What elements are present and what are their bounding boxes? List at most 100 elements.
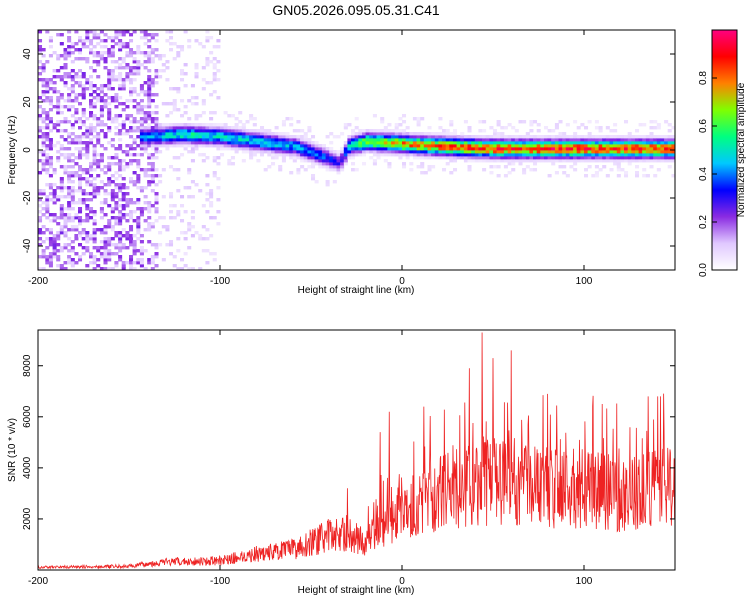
spectrogram-cell [278, 147, 283, 151]
spectrogram-cell [132, 246, 137, 250]
spectrogram-cell [383, 144, 388, 148]
spectrogram-cell [234, 123, 239, 127]
spectrogram-cell [96, 249, 101, 253]
spectrogram-cell [209, 216, 214, 220]
spectrogram-cell [41, 117, 46, 121]
spectrogram-cell [307, 153, 312, 157]
spectrogram-cell [187, 195, 192, 199]
spectrogram-cell [125, 162, 130, 166]
spectrogram-cell [496, 120, 501, 124]
spectrogram-cell [274, 153, 279, 157]
spectrogram-cell [38, 219, 43, 223]
spectrogram-cell [562, 171, 567, 175]
spectrogram-cell [405, 135, 410, 139]
spectrogram-cell [132, 51, 137, 55]
spectrogram-cell [289, 147, 294, 151]
spectrogram-cell [38, 114, 43, 118]
spectrogram-cell [252, 129, 257, 133]
spectrogram-cell [121, 33, 126, 37]
spectrogram-cell [70, 228, 75, 232]
spectrogram-cell [311, 150, 316, 154]
spectrogram-cell [551, 144, 556, 148]
spectrogram-cell [635, 141, 640, 145]
spectrogram-cell [56, 99, 61, 103]
spectrogram-cell [332, 168, 337, 172]
spectrogram-cell [613, 156, 618, 160]
snr-ylabel: SNR (10 * v/v) [7, 418, 18, 482]
spectrogram-cell [267, 165, 272, 169]
spectrogram-cell [616, 153, 621, 157]
spectrogram-cell [48, 138, 53, 142]
spectrogram-cell [453, 153, 458, 157]
spectrogram-cell [121, 168, 126, 172]
spectrogram-cell [660, 150, 665, 154]
spectrogram-cell [172, 123, 177, 127]
spectrogram-cell [613, 144, 618, 148]
spectrogram-cell [292, 159, 297, 163]
spectrogram-cell [620, 150, 625, 154]
spectrogram-cell [649, 150, 654, 154]
spectrogram-cell [500, 153, 505, 157]
spectrogram-cell [103, 51, 108, 55]
spectrogram-cell [216, 123, 221, 127]
spectrogram-cell [114, 186, 119, 190]
spectrogram-cell [500, 156, 505, 160]
spectrogram-cell [38, 159, 43, 163]
spectrogram-cell [380, 120, 385, 124]
spectrogram-cell [544, 153, 549, 157]
spectrogram-cell [445, 129, 450, 133]
spectrogram-cell [150, 126, 155, 130]
spectrogram-cell [59, 267, 64, 270]
spectrogram-cell [212, 174, 217, 178]
spectrogram-cell [136, 60, 141, 64]
spectrogram-cell [194, 183, 199, 187]
spectrogram-cell [78, 102, 83, 106]
spectrogram-cell [252, 153, 257, 157]
spectrogram-cell [147, 141, 152, 145]
spectrogram-cell [85, 132, 90, 136]
spectrogram-cell [423, 153, 428, 157]
spectrogram-cell [507, 135, 512, 139]
spectrogram-cell [354, 132, 359, 136]
spectrogram-cell [118, 246, 123, 250]
spectrogram-cell [576, 147, 581, 151]
spectrogram-cell [92, 240, 97, 244]
spectrogram-cell [45, 258, 50, 262]
spectrogram-cell [176, 213, 181, 217]
spectrogram-cell [89, 66, 94, 70]
spectrogram-cell [602, 135, 607, 139]
spectrogram-cell [114, 216, 119, 220]
spectrogram-cell [198, 132, 203, 136]
spectrogram-cell [511, 135, 516, 139]
spectrogram-cell [205, 228, 210, 232]
spectrogram-cell [300, 150, 305, 154]
spectrogram-cell [45, 99, 50, 103]
spectrogram-cell [48, 156, 53, 160]
spectrogram-cell [503, 138, 508, 142]
spectrogram-cell [78, 117, 83, 121]
spectrogram-cell [143, 93, 148, 97]
spectrogram-cell [63, 81, 68, 85]
spectrogram-cell [78, 156, 83, 160]
spectrogram-cell [438, 150, 443, 154]
spectrogram-cell [525, 153, 530, 157]
spectrogram-cell [347, 153, 352, 157]
spectrogram-cell [85, 33, 90, 37]
spectrogram-cell [547, 135, 552, 139]
spectrogram-cell [602, 156, 607, 160]
spectrogram-cell [362, 147, 367, 151]
spectrogram-cell [653, 141, 658, 145]
spectrogram-cell [118, 66, 123, 70]
spectrogram-cell [172, 108, 177, 112]
spectrogram-cell [121, 132, 126, 136]
spectrogram-cell [81, 135, 86, 139]
spectrogram-cell [150, 84, 155, 88]
spectrogram-cell [649, 147, 654, 151]
spectrogram-cell [522, 171, 527, 175]
spectrogram-cell [89, 114, 94, 118]
spectrogram-cell [107, 87, 112, 91]
spectrogram-cell [85, 150, 90, 154]
spectrogram-cell [536, 141, 541, 145]
spectrogram-cell [63, 171, 68, 175]
spectrogram-cell [125, 213, 130, 217]
